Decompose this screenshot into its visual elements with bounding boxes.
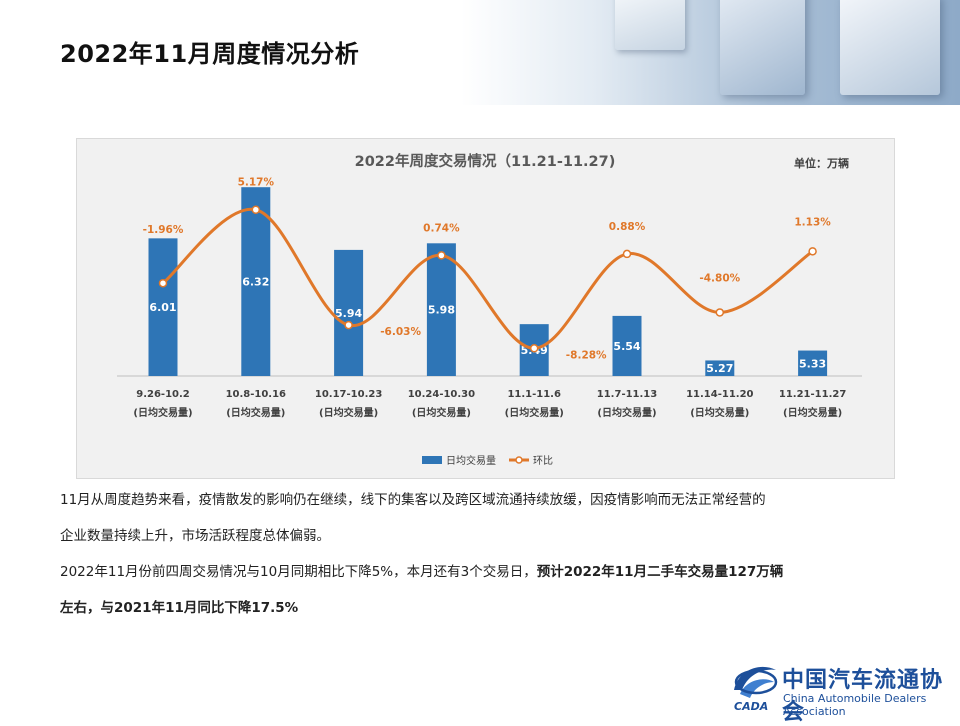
bar-4: [426, 243, 456, 376]
chart-unit-label: 单位：万辆: [794, 156, 849, 170]
forecast-paragraph-line2: 左右，与2021年11月同比下降17.5%: [60, 600, 299, 616]
bar-6: [612, 315, 642, 376]
ratio-line: [162, 207, 814, 350]
weekly-trade-chart: 2022年周度交易情况（11.21-11.27) 单位：万辆 6.01 9.26-10…: [117, 152, 862, 467]
ratio-point-2: [251, 205, 261, 214]
category-sublabel: (日均交易量): [690, 406, 749, 419]
analysis-paragraph-line1: 11月从周度趋势来看，疫情散发的影响仍在继续，线下的集客以及跨区域流通持续放缓，…: [60, 492, 766, 508]
bar-2: [241, 187, 271, 376]
bar-value-label: 5.94: [335, 307, 362, 320]
ratio-point-5: [529, 344, 539, 353]
category-label: 10.8-10.16: [226, 389, 286, 400]
bar-1: [148, 238, 178, 376]
legend-line-marker: [515, 456, 523, 464]
forecast-highlight: 预计2022年11月二手车交易量127万辆: [536, 564, 784, 580]
ratio-value-label: 5.17%: [238, 177, 275, 189]
forecast-text: 2022年11月份前四周交易情况与10月同期相比下降5%，本月还有3个交易日，: [60, 564, 537, 580]
legend-bar-swatch: [422, 456, 442, 464]
category-sublabel: (日均交易量): [783, 406, 842, 419]
svg-text:CADA: CADA: [734, 700, 768, 712]
ratio-value-label: 1.13%: [794, 216, 831, 228]
header-banner: [0, 0, 960, 105]
bar-value-label: 6.32: [242, 276, 269, 289]
bar-8: [798, 350, 828, 376]
chart-panel: 2022年周度交易情况（11.21-11.27) 单位：万辆 6.01 9.26-10…: [76, 138, 895, 479]
logo-english-name: China Automobile Dealers Association: [783, 692, 927, 718]
decor-cube: [840, 0, 940, 95]
ratio-value-label: 0.88%: [609, 221, 646, 233]
category-sublabel: (日均交易量): [597, 406, 656, 419]
category-label: 11.14-11.20: [686, 389, 753, 400]
ratio-point-6: [622, 249, 632, 259]
category-sublabel: (日均交易量): [319, 406, 378, 419]
ratio-point-1: [158, 278, 168, 288]
ratio-value-label: -8.28%: [566, 349, 607, 361]
bar-value-label: 6.01: [149, 301, 176, 314]
legend-bar-label: 日均交易量: [446, 454, 496, 467]
ratio-value-label: -6.03%: [380, 326, 421, 338]
category-sublabel: (日均交易量): [226, 406, 285, 419]
category-label: 10.17-10.23: [315, 389, 382, 400]
bar-7: [705, 360, 735, 376]
category-label: 11.21-11.27: [779, 389, 846, 400]
category-sublabel: (日均交易量): [505, 406, 564, 419]
bar-value-label: 5.33: [799, 357, 826, 370]
ratio-point-4: [437, 251, 446, 260]
page-title: 2022年11月周度情况分析: [60, 40, 360, 68]
cada-emblem-icon: CADA: [734, 666, 778, 713]
ratio-point-7: [715, 308, 725, 317]
bar-value-label: 5.98: [428, 304, 455, 317]
bar-value-label: 5.27: [706, 362, 733, 375]
chart-title: 2022年周度交易情况（11.21-11.27): [355, 152, 616, 170]
analysis-paragraph-line2: 企业数量持续上升，市场活跃程度总体偏弱。: [60, 528, 330, 544]
decor-cube: [720, 0, 805, 95]
category-label: 9.26-10.2: [136, 389, 190, 400]
cada-logo: CADA 中国汽车流通协会 China Automobile Dealers A…: [730, 660, 960, 725]
category-label: 10.24-10.30: [408, 389, 475, 400]
bar-value-label: 5.54: [613, 340, 640, 353]
category-label: 11.7-11.13: [597, 389, 657, 400]
legend-line-label: 环比: [533, 455, 553, 467]
category-label: 11.1-11.6: [507, 389, 561, 400]
ratio-point-8: [808, 247, 817, 256]
ratio-value-label: -1.96%: [143, 224, 184, 236]
logo-chinese-name: 中国汽车流通协会: [782, 667, 944, 725]
ratio-point-3: [344, 320, 353, 330]
category-sublabel: (日均交易量): [133, 406, 192, 419]
forecast-paragraph-line1: 2022年11月份前四周交易情况与10月同期相比下降5%，本月还有3个交易日，预…: [60, 562, 783, 582]
decor-cube: [615, 0, 685, 50]
ratio-value-label: -4.80%: [699, 272, 740, 284]
category-sublabel: (日均交易量): [412, 406, 471, 419]
bar-3: [334, 249, 364, 376]
ratio-value-label: 0.74%: [423, 222, 460, 234]
